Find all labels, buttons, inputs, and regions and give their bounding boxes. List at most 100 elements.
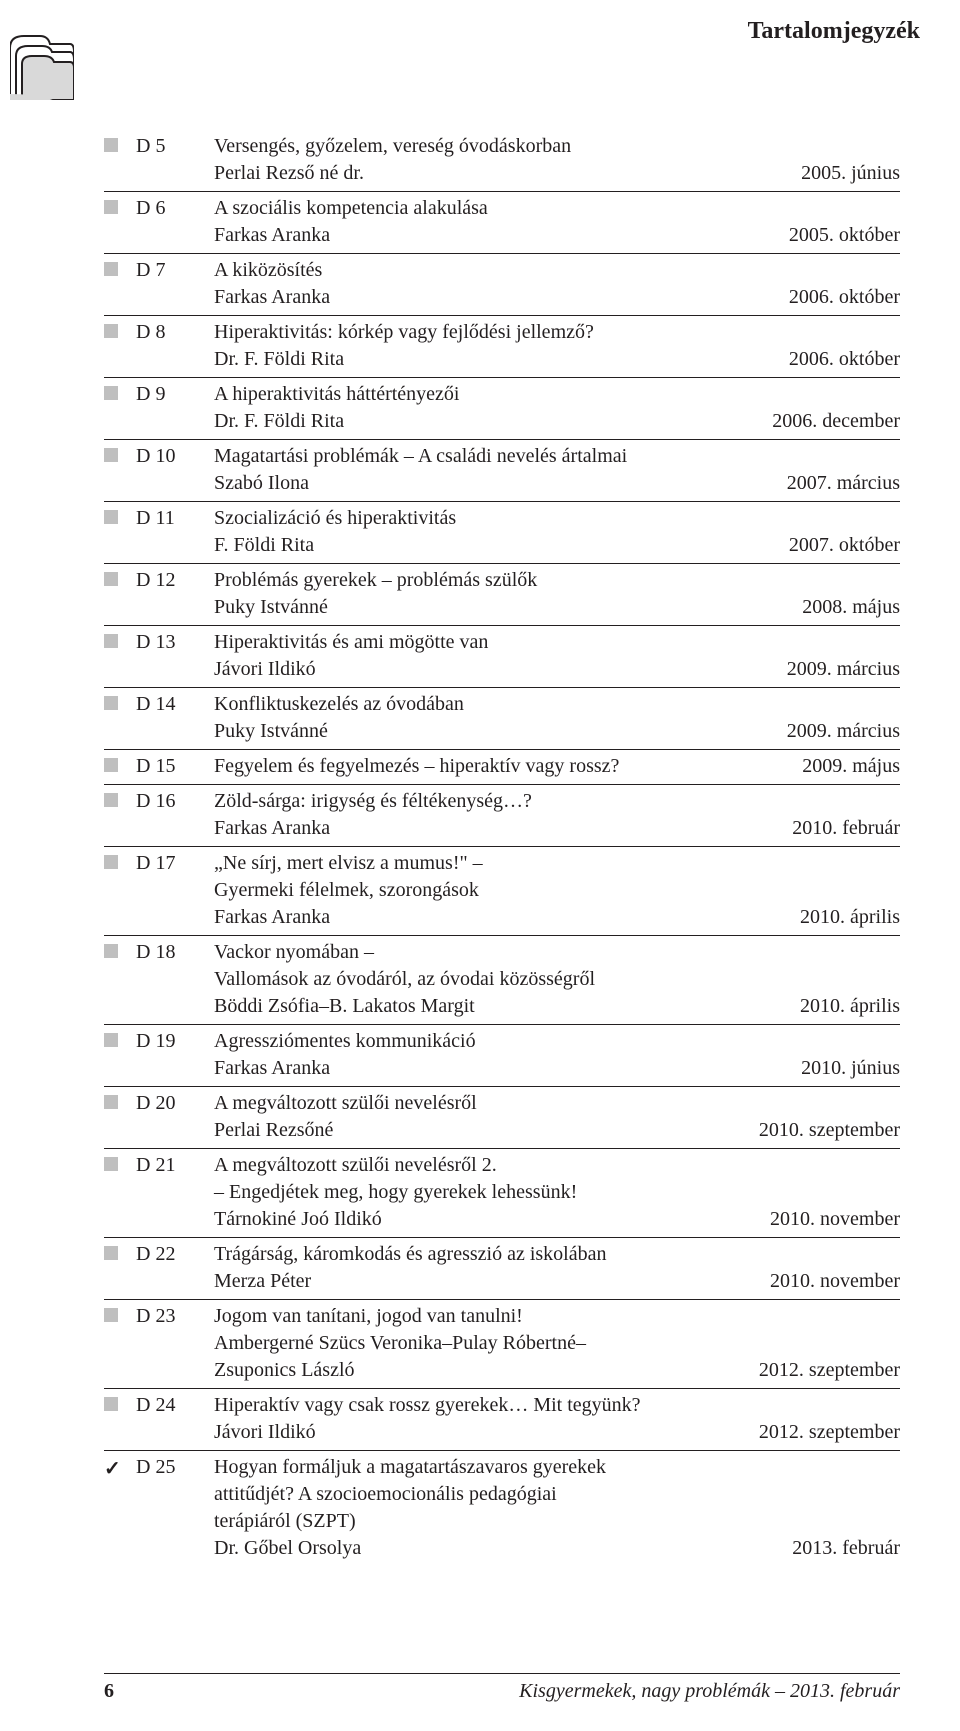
entry-date: 2007. október — [789, 532, 900, 559]
entry-title: attitűdjét? A szocioemocionális pedagógi… — [214, 1481, 900, 1508]
entry-code: D 23 — [136, 1303, 214, 1330]
entry-code: D 21 — [136, 1152, 214, 1179]
entry-author: Dr. Gőbel Orsolya — [214, 1535, 361, 1562]
entry-body: A hiperaktivitás háttértényezőiDr. F. Fö… — [214, 381, 900, 435]
entry-body: Szocializáció és hiperaktivitásF. Földi … — [214, 505, 900, 559]
entry-title: – Engedjétek meg, hogy gyerekek lehessün… — [214, 1179, 900, 1206]
entry-date: 2010. november — [770, 1268, 900, 1295]
entry-title: terápiáról (SZPT) — [214, 1508, 900, 1535]
entry-title: Hiperaktivitás és ami mögötte van — [214, 629, 900, 656]
square-icon — [104, 629, 136, 648]
entry-body: Hiperaktivitás: kórkép vagy fejlődési je… — [214, 319, 900, 373]
entry-title: „Ne sírj, mert elvisz a mumus!" – — [214, 850, 900, 877]
entry-body: Vackor nyomában –Vallomások az óvodáról,… — [214, 939, 900, 1020]
entry-code: D 18 — [136, 939, 214, 966]
entry-date: 2006. október — [789, 284, 900, 311]
entry-author: Tárnokiné Joó Ildikó — [214, 1206, 382, 1233]
entry-code: D 9 — [136, 381, 214, 408]
page-number: 6 — [104, 1680, 114, 1703]
tab-folder-icon — [10, 30, 74, 100]
entry-date: 2013. február — [792, 1535, 900, 1562]
entry-body: Konfliktuskezelés az óvodábanPuky István… — [214, 691, 900, 745]
entry-date: 2005. október — [789, 222, 900, 249]
entry-code: D 6 — [136, 195, 214, 222]
entry-code: D 13 — [136, 629, 214, 656]
entry-code: D 19 — [136, 1028, 214, 1055]
entry-code: D 14 — [136, 691, 214, 718]
entry-date: 2009. május — [802, 753, 900, 780]
entry-body: Agressziómentes kommunikációFarkas Arank… — [214, 1028, 900, 1082]
entry-body: A megváltozott szülői nevelésrőlPerlai R… — [214, 1090, 900, 1144]
square-icon — [104, 788, 136, 807]
entry-code: D 8 — [136, 319, 214, 346]
entry-title: Hiperaktív vagy csak rossz gyerekek… Mit… — [214, 1392, 900, 1419]
square-icon — [104, 257, 136, 276]
square-icon — [104, 505, 136, 524]
entry-code: D 10 — [136, 443, 214, 470]
check-icon: ✓ — [104, 1454, 136, 1479]
entry-code: D 25 — [136, 1454, 214, 1481]
entry-date: 2010. április — [800, 993, 900, 1020]
entry-title: A hiperaktivitás háttértényezői — [214, 381, 900, 408]
page: Tartalomjegyzék D 5Versengés, győzelem, … — [0, 0, 960, 1731]
entry-body: A szociális kompetencia alakulásaFarkas … — [214, 195, 900, 249]
toc-row: D 8Hiperaktivitás: kórkép vagy fejlődési… — [104, 316, 900, 378]
entry-date: 2010. szeptember — [759, 1117, 900, 1144]
entry-title: Konfliktuskezelés az óvodában — [214, 691, 900, 718]
toc-row: D 21A megváltozott szülői nevelésről 2.–… — [104, 1149, 900, 1238]
entry-author: Farkas Aranka — [214, 1055, 330, 1082]
entry-date: 2010. április — [800, 904, 900, 931]
entry-title: A kiközösítés — [214, 257, 900, 284]
toc-row: D 12Problémás gyerekek – problémás szülő… — [104, 564, 900, 626]
entry-body: A megváltozott szülői nevelésről 2.– Eng… — [214, 1152, 900, 1233]
square-icon — [104, 753, 136, 772]
toc-row: D 19Agressziómentes kommunikációFarkas A… — [104, 1025, 900, 1087]
toc-row: D 7A kiközösítésFarkas Aranka2006. októb… — [104, 254, 900, 316]
entry-author: Perlai Rezső né dr. — [214, 160, 364, 187]
toc-row: D 18Vackor nyomában –Vallomások az óvodá… — [104, 936, 900, 1025]
toc-row: D 13Hiperaktivitás és ami mögötte vanJáv… — [104, 626, 900, 688]
footer-text: Kisgyermekek, nagy problémák – 2013. feb… — [519, 1680, 900, 1703]
entry-title: A megváltozott szülői nevelésről 2. — [214, 1152, 900, 1179]
entry-date: 2006. december — [772, 408, 900, 435]
entry-date: 2012. szeptember — [759, 1419, 900, 1446]
square-icon — [104, 195, 136, 214]
toc-row: D 10Magatartási problémák – A családi ne… — [104, 440, 900, 502]
entry-code: D 11 — [136, 505, 214, 532]
toc-row: D 24Hiperaktív vagy csak rossz gyerekek…… — [104, 1389, 900, 1451]
square-icon — [104, 1028, 136, 1047]
entry-date: 2008. május — [802, 594, 900, 621]
entry-body: Trágárság, káromkodás és agresszió az is… — [214, 1241, 900, 1295]
toc-row: D 20A megváltozott szülői nevelésrőlPerl… — [104, 1087, 900, 1149]
entry-author: Jávori Ildikó — [214, 1419, 316, 1446]
square-icon — [104, 381, 136, 400]
entry-date: 2012. szeptember — [759, 1357, 900, 1384]
entry-title: Hiperaktivitás: kórkép vagy fejlődési je… — [214, 319, 900, 346]
entry-code: D 16 — [136, 788, 214, 815]
entry-code: D 5 — [136, 133, 214, 160]
entry-title: Hogyan formáljuk a magatartászavaros gye… — [214, 1454, 900, 1481]
entry-body: Hogyan formáljuk a magatartászavaros gye… — [214, 1454, 900, 1562]
square-icon — [104, 691, 136, 710]
square-icon — [104, 567, 136, 586]
toc-row: D 6A szociális kompetencia alakulásaFark… — [104, 192, 900, 254]
entry-author: Perlai Rezsőné — [214, 1117, 333, 1144]
entry-author: Ambergerné Szücs Veronika–Pulay Róbertné… — [214, 1330, 586, 1357]
entry-date: 2006. október — [789, 346, 900, 373]
entry-author: Merza Péter — [214, 1268, 311, 1295]
square-icon — [104, 1090, 136, 1109]
entry-date: 2005. június — [801, 160, 900, 187]
entry-author: Farkas Aranka — [214, 815, 330, 842]
toc-row: D 11Szocializáció és hiperaktivitásF. Fö… — [104, 502, 900, 564]
entry-date: 2010. február — [792, 815, 900, 842]
entry-title: A megváltozott szülői nevelésről — [214, 1090, 900, 1117]
entry-code: D 17 — [136, 850, 214, 877]
square-icon — [104, 1303, 136, 1322]
page-title: Tartalomjegyzék — [748, 18, 920, 45]
entry-title: A szociális kompetencia alakulása — [214, 195, 900, 222]
entry-date: 2007. március — [787, 470, 900, 497]
entry-code: D 20 — [136, 1090, 214, 1117]
entry-code: D 12 — [136, 567, 214, 594]
toc-row: D 16Zöld-sárga: irigység és féltékenység… — [104, 785, 900, 847]
entry-author: Farkas Aranka — [214, 284, 330, 311]
